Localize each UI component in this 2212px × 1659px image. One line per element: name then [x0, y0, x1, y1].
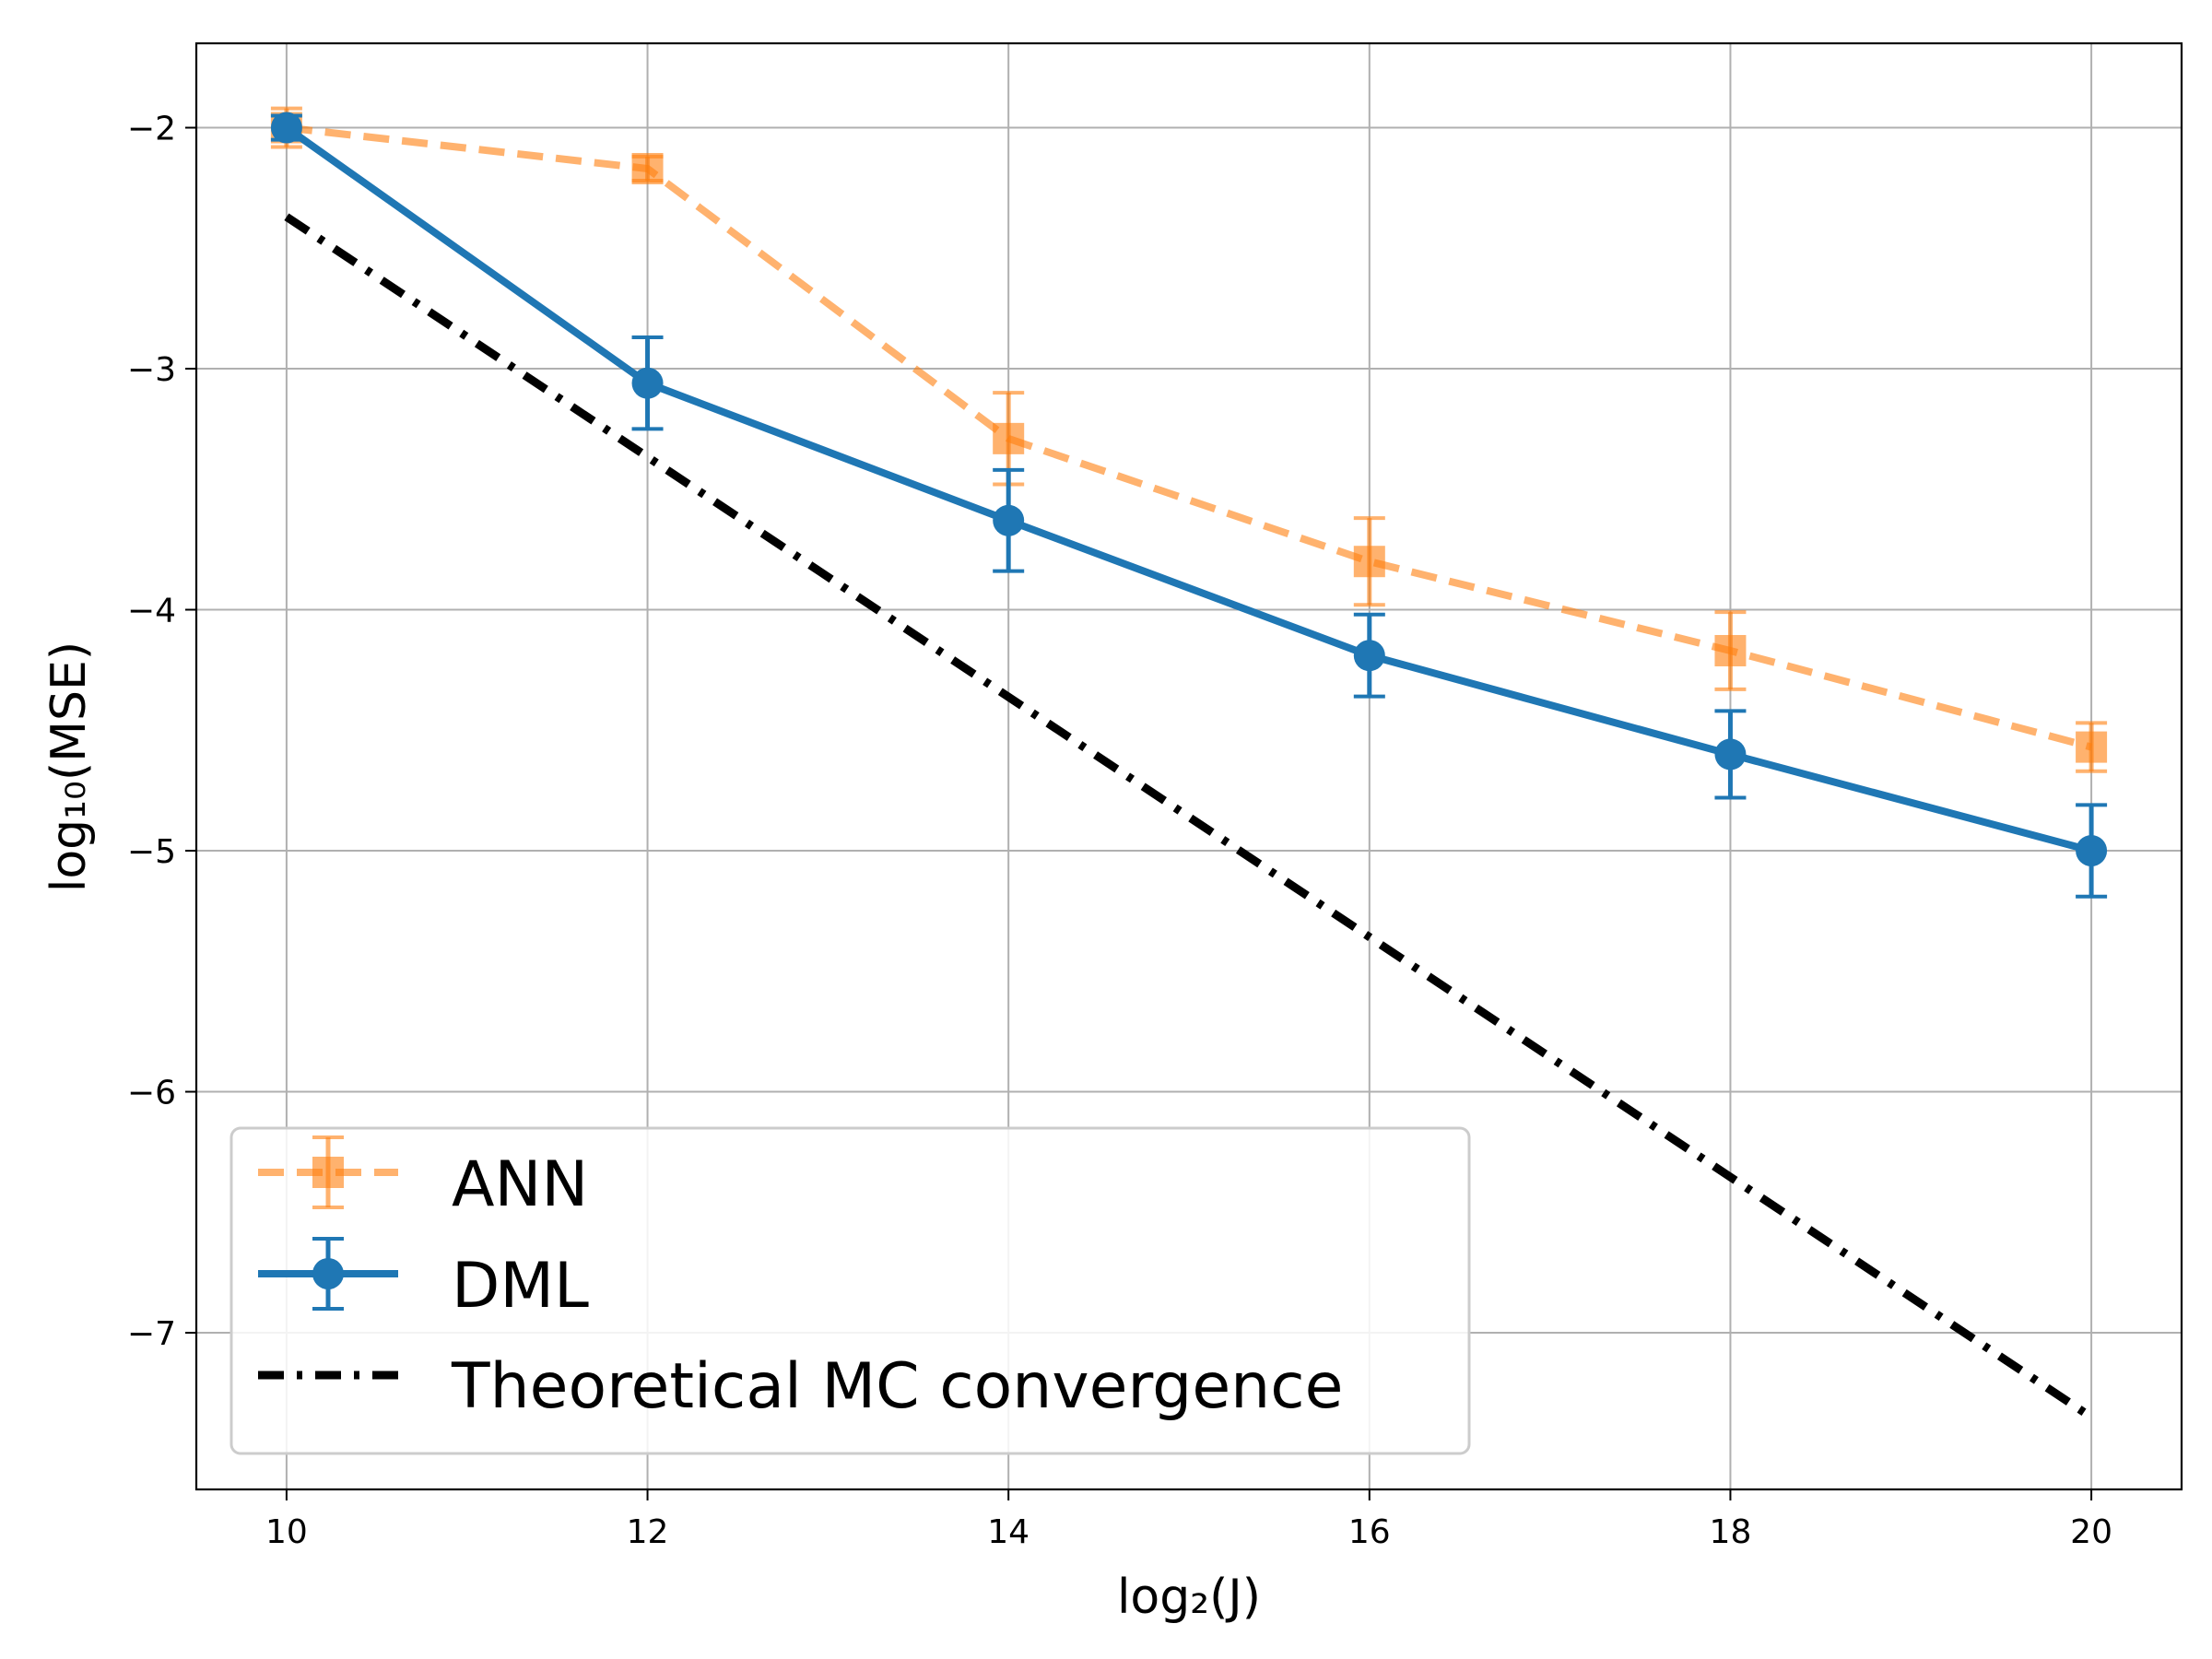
legend-entry-dml: DML: [258, 1237, 589, 1323]
data-point-dml: [270, 112, 302, 144]
data-point-dml: [1353, 640, 1385, 672]
y-tick-label: −5: [127, 833, 176, 871]
legend-box: [229, 1126, 1471, 1455]
legend-label-dml: DML: [452, 1250, 589, 1323]
data-point-ann: [1714, 634, 1747, 666]
x-tick-label: 10: [265, 1513, 308, 1551]
series-dml: [270, 112, 2108, 899]
x-tick-label: 16: [1348, 1513, 1391, 1551]
y-tick-label: −7: [127, 1315, 176, 1353]
legend-label-ann: ANN: [452, 1148, 588, 1221]
legend: ANN DML Theoretical MC convergence: [229, 1126, 1471, 1455]
series-theoretical: [284, 213, 2094, 1421]
y-tick-label: −2: [127, 111, 176, 148]
data-point-dml: [1714, 738, 1747, 771]
data-point-ann: [631, 152, 664, 184]
series-layer: [270, 106, 2108, 1421]
series-line-ann: [286, 124, 2093, 751]
legend-swatch-dml: [258, 1237, 398, 1311]
x-tick-label: 20: [2070, 1513, 2112, 1551]
y-tick-label: −6: [127, 1075, 176, 1112]
data-point-dml: [993, 504, 1025, 536]
legend-marker-ann: [312, 1157, 344, 1188]
x-tick-label: 12: [627, 1513, 669, 1551]
x-tick-label: 14: [987, 1513, 1030, 1551]
plot-frame: [194, 41, 2183, 1491]
series-line-dml: [284, 124, 2093, 854]
x-tick-label: 18: [1710, 1513, 1752, 1551]
series-ann: [270, 106, 2108, 773]
grid: [196, 43, 2182, 1489]
y-tick-label: −3: [127, 351, 176, 389]
data-point-dml: [2076, 835, 2108, 867]
data-point-dml: [631, 367, 664, 399]
data-point-ann: [2076, 731, 2108, 763]
legend-entry-theoretical: Theoretical MC convergence: [258, 1350, 1344, 1423]
legend-marker-dml: [312, 1258, 344, 1289]
y-tick-label: −4: [127, 593, 176, 630]
legend-swatch-ann: [258, 1135, 398, 1209]
legend-entry-ann: ANN: [258, 1135, 588, 1221]
legend-label-theoretical: Theoretical MC convergence: [451, 1350, 1344, 1423]
ticks: 10 12 14 16 18 20 −2 −3 −4 −5 −6 −7: [127, 111, 2112, 1551]
x-axis-label: log₂(J): [1117, 1570, 1261, 1625]
data-point-ann: [1353, 546, 1385, 578]
data-point-ann: [993, 422, 1025, 454]
series-line-theoretical: [284, 213, 2094, 1421]
y-axis-label: log₁₀(MSE): [41, 641, 97, 892]
